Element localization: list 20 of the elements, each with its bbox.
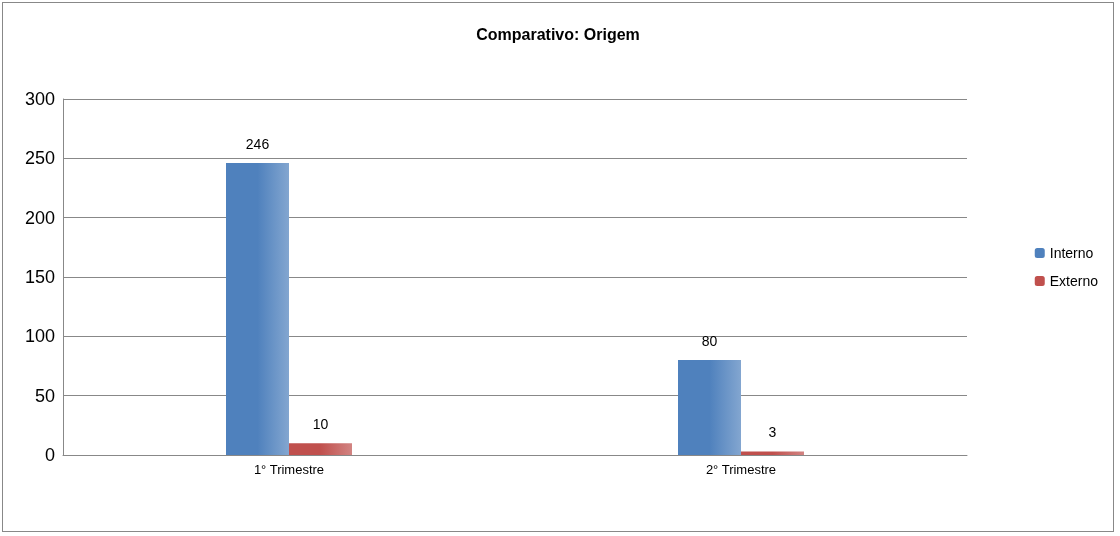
bar bbox=[678, 360, 741, 455]
y-tick-label: 0 bbox=[44, 445, 55, 465]
y-tick-label: 200 bbox=[24, 207, 55, 228]
y-tick-label: 300 bbox=[24, 89, 55, 109]
chart-title: Comparativo: Origem bbox=[476, 25, 640, 43]
legend-label: Externo bbox=[1049, 273, 1099, 289]
data-label: 80 bbox=[701, 333, 718, 350]
data-label: 3 bbox=[768, 424, 777, 441]
y-tick-label: 50 bbox=[34, 385, 55, 406]
data-label: 246 bbox=[245, 136, 270, 153]
x-tick-label: 2° Trimestre bbox=[705, 462, 777, 477]
y-tick-label: 150 bbox=[24, 267, 55, 287]
bar bbox=[741, 451, 804, 455]
legend-label: Interno bbox=[1049, 245, 1094, 261]
bar bbox=[289, 443, 352, 455]
y-tick-label: 250 bbox=[24, 148, 55, 169]
y-tick-label: 100 bbox=[24, 326, 55, 347]
bar bbox=[226, 163, 289, 455]
x-tick-label: 1° Trimestre bbox=[253, 462, 325, 477]
data-label: 10 bbox=[312, 416, 329, 433]
